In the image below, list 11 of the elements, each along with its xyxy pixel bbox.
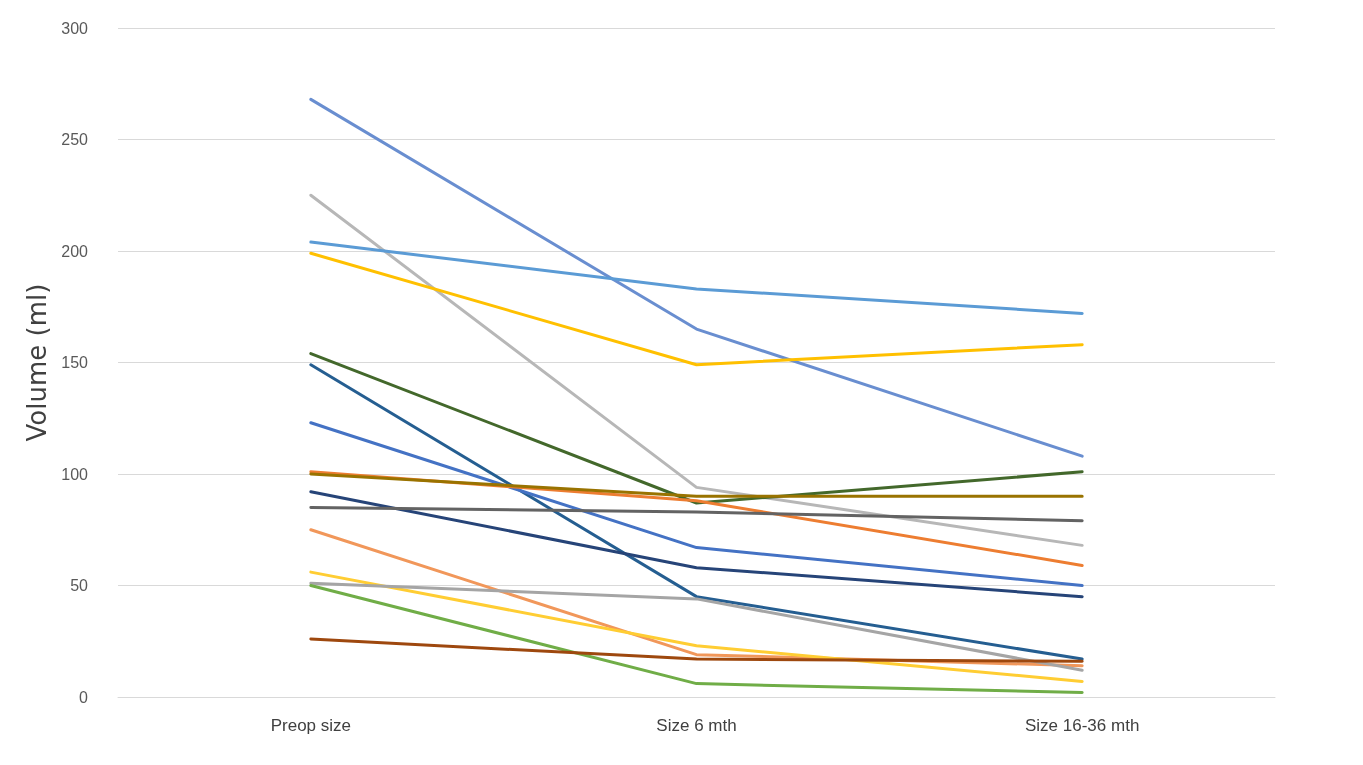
y-tick-label: 50 (70, 577, 89, 594)
y-tick-label: 100 (61, 465, 89, 483)
y-tick-label: 250 (61, 131, 89, 148)
x-tick-label: Size 16-36 mth (1024, 716, 1140, 735)
y-tick-label: 0 (79, 688, 89, 706)
x-tick-label: Preop size (270, 716, 351, 735)
y-axis-title: Volume (ml) (22, 283, 53, 442)
y-tick-label: 300 (61, 19, 89, 37)
x-tick-label: Size 6 mth (656, 716, 737, 735)
y-tick-label: 200 (61, 242, 89, 260)
y-tick-label: 150 (61, 354, 89, 371)
